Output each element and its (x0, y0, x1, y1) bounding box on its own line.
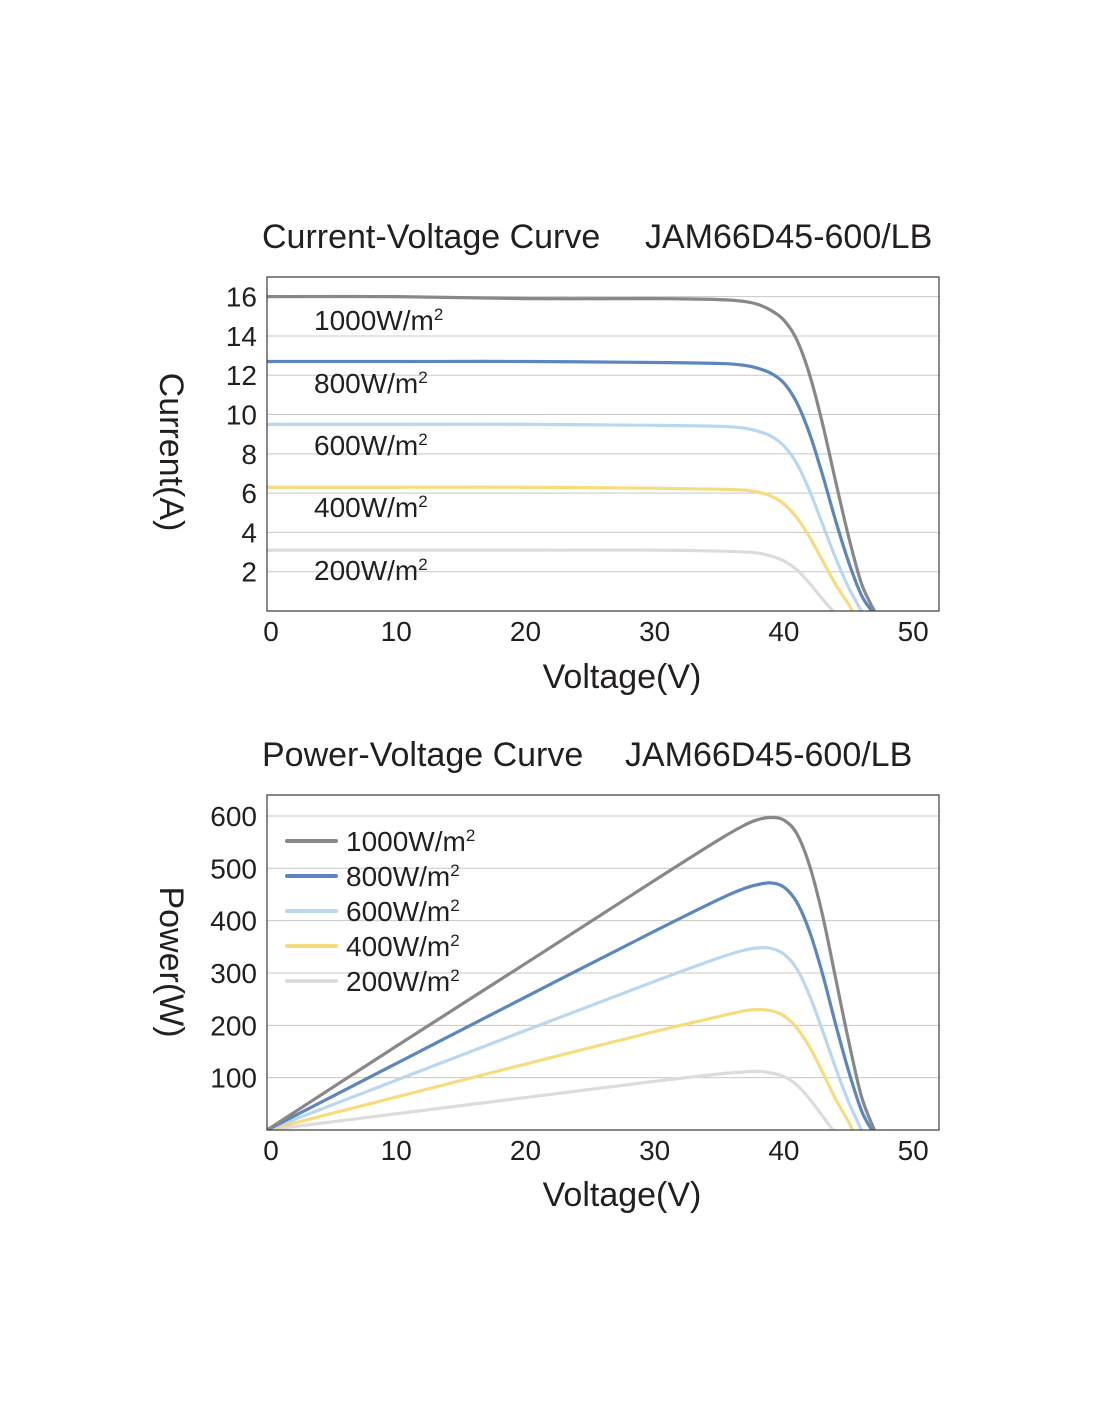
pv-series-line-3 (267, 1008, 855, 1130)
iv-y-tick-label: 12 (226, 360, 257, 391)
iv-chart: 2 4 6 8 10 12 14 16 0 10 20 30 40 50 1000W/m2 800W/m2 60… (226, 276, 940, 647)
iv-series-line-3 (267, 485, 855, 611)
iv-plot-frame (266, 276, 940, 612)
pv-x-tick-label: 30 (639, 1135, 670, 1166)
pv-x-tick-label: 50 (898, 1135, 929, 1166)
iv-series-line-0 (267, 294, 876, 611)
iv-y-tick-label: 8 (241, 439, 257, 470)
iv-chart-title: Current-Voltage Curve (262, 218, 600, 256)
pv-series-line-0 (267, 815, 876, 1130)
iv-y-tick-label: 10 (226, 400, 257, 431)
pv-y-tick-label: 500 (210, 853, 257, 884)
iv-curve-label-0: 1000W/m2 (314, 305, 443, 336)
pv-chart: 100 200 300 400 500 600 0 10 20 30 40 50 1000W/m2 800… (210, 794, 940, 1166)
iv-y-tick-label: 2 (241, 557, 257, 588)
iv-curve-label-4: 200W/m2 (314, 555, 428, 586)
pv-y-tick-label: 200 (210, 1010, 257, 1041)
pv-y-tick-label: 600 (210, 801, 257, 832)
iv-y-tick-label: 4 (241, 517, 257, 548)
iv-series-line-1 (267, 359, 874, 611)
pv-legend-label-2: 600W/m2 (346, 896, 460, 927)
pv-x-axis-label: Voltage(V) (543, 1176, 702, 1214)
iv-y-axis-label: Current(A) (152, 373, 190, 532)
pv-chart-title: Power-Voltage Curve (262, 736, 583, 774)
pv-plot-frame (266, 794, 940, 1131)
pv-legend-label-0: 1000W/m2 (346, 826, 475, 857)
iv-curve-label-3: 400W/m2 (314, 492, 428, 523)
pv-y-axis-label: Power(W) (152, 886, 190, 1037)
pv-chart-model: JAM66D45-600/LB (625, 736, 912, 774)
pv-x-tick-label: 10 (381, 1135, 412, 1166)
pv-legend-label-1: 800W/m2 (346, 861, 460, 892)
iv-x-tick-label: 0 (263, 616, 279, 647)
iv-chart-model: JAM66D45-600/LB (645, 218, 932, 256)
pv-y-tick-label: 400 (210, 906, 257, 937)
iv-x-tick-label: 50 (898, 616, 929, 647)
iv-curve-label-1: 800W/m2 (314, 368, 428, 399)
pv-x-tick-label: 40 (768, 1135, 799, 1166)
pv-series-line-4 (267, 1069, 835, 1130)
pv-x-tick-label: 20 (510, 1135, 541, 1166)
iv-y-tick-label: 6 (241, 478, 257, 509)
iv-x-tick-label: 10 (381, 616, 412, 647)
pv-x-tick-label: 0 (263, 1135, 279, 1166)
pv-legend-label-3: 400W/m2 (346, 931, 460, 962)
iv-curve-label-2: 600W/m2 (314, 430, 428, 461)
iv-y-tick-label: 14 (226, 321, 257, 352)
iv-series-line-4 (267, 548, 835, 611)
iv-x-tick-label: 30 (639, 616, 670, 647)
iv-x-axis-label: Voltage(V) (543, 658, 702, 696)
pv-y-tick-label: 300 (210, 958, 257, 989)
iv-x-tick-label: 40 (768, 616, 799, 647)
iv-y-tick-label: 16 (226, 282, 257, 313)
pv-y-tick-label: 100 (210, 1063, 257, 1094)
pv-legend-label-4: 200W/m2 (346, 966, 460, 997)
iv-series-line-2 (267, 422, 864, 611)
iv-x-tick-label: 20 (510, 616, 541, 647)
pv-series-line-1 (267, 881, 874, 1130)
pv-series-line-2 (267, 946, 864, 1130)
